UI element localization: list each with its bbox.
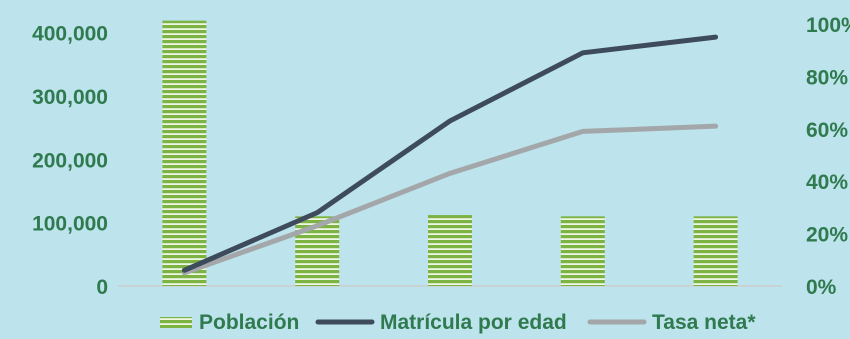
right-tick-label-4: 80%: [806, 66, 848, 89]
legend: Población Matrícula por edad Tasa neta*: [160, 311, 756, 334]
left-tick-label-4: 400,000: [32, 23, 108, 46]
legend-swatch-bar: [160, 317, 192, 328]
right-tick-label-3: 60%: [806, 119, 848, 142]
right-axis-ticks: 0% 20% 40% 60% 80% 100%: [806, 14, 850, 299]
legend-label-2: Tasa neta*: [652, 311, 756, 334]
bar-poblacion-4: [693, 216, 738, 286]
right-tick-label-2: 40%: [806, 171, 848, 194]
left-tick-label-2: 200,000: [32, 149, 108, 172]
right-tick-label-5: 100%: [806, 14, 850, 37]
bar-poblacion-0: [162, 20, 207, 287]
left-tick-label-0: 0: [96, 276, 108, 299]
bar-poblacion-3: [560, 216, 605, 286]
legend-label-0: Población: [199, 311, 299, 334]
line-tasa-neta: [181, 123, 719, 276]
right-tick-label-1: 20%: [806, 224, 848, 247]
bar-series-poblacion: [162, 20, 738, 287]
left-tick-label-3: 300,000: [32, 86, 108, 109]
legend-label-1: Matrícula por edad: [380, 311, 567, 334]
line-series: [181, 34, 719, 276]
bar-poblacion-2: [428, 215, 472, 286]
right-tick-label-0: 0%: [806, 276, 837, 299]
left-tick-label-1: 100,000: [32, 213, 108, 236]
line-matricula-por-edad: [181, 34, 719, 273]
left-axis-ticks: 0 100,000 200,000 300,000 400,000: [32, 23, 108, 299]
